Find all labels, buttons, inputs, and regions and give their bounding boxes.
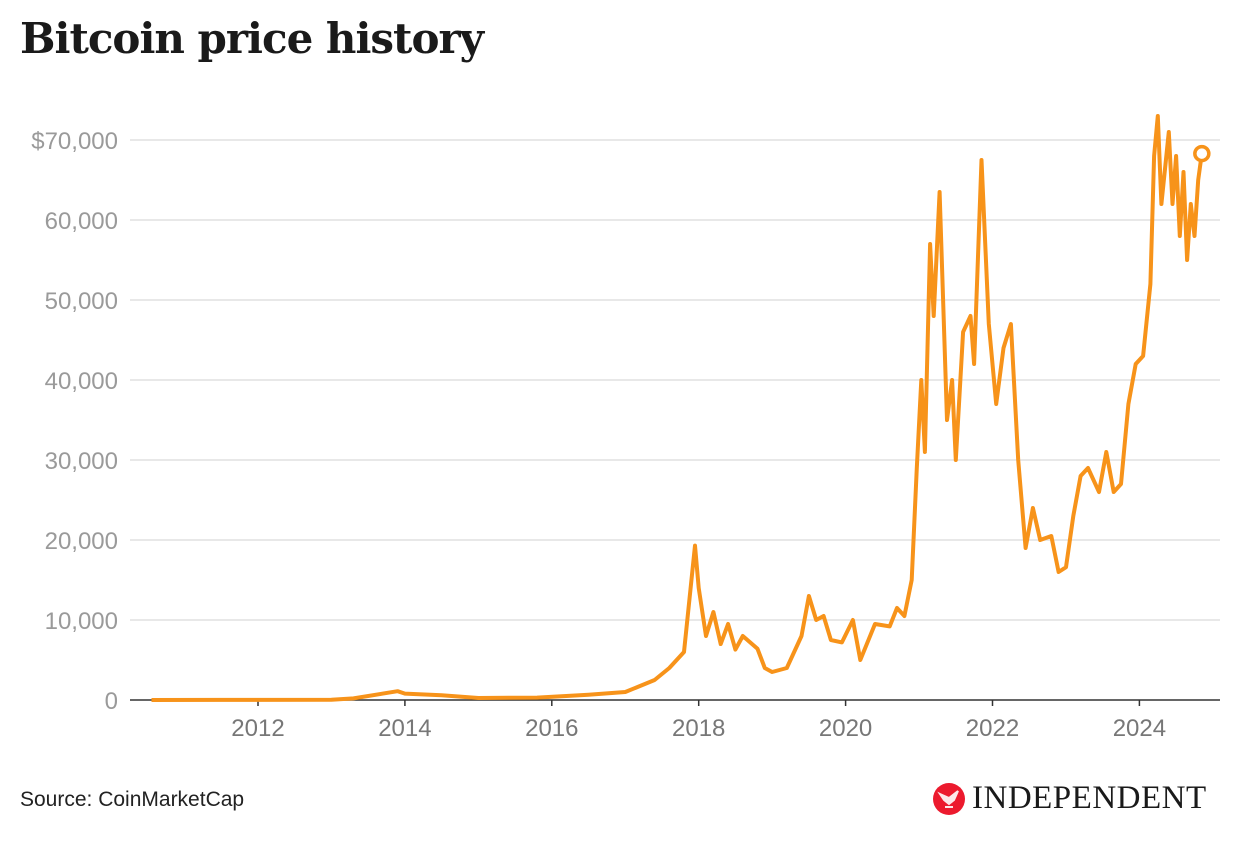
x-tick-label: 2012 — [231, 715, 284, 742]
y-tick-label: 0 — [105, 688, 118, 715]
y-tick-label: 60,000 — [45, 208, 118, 235]
y-tick-label: $70,000 — [31, 128, 118, 155]
source-note: Source: CoinMarketCap — [20, 788, 245, 811]
price-line — [151, 114, 1204, 702]
eagle-logo-icon — [933, 782, 965, 815]
x-tick-label: 2014 — [378, 715, 431, 742]
latest-price-marker — [1193, 144, 1211, 163]
independent-logo: INDEPENDENT — [932, 780, 1207, 817]
logo-text: INDEPENDENT — [972, 780, 1207, 816]
x-tick-label: 2022 — [966, 715, 1019, 742]
x-tick-label: 2016 — [525, 715, 578, 742]
y-tick-label: 10,000 — [45, 608, 118, 635]
x-tick-label: 2018 — [672, 715, 725, 742]
x-tick-label: 2020 — [819, 715, 872, 742]
chart-title: Bitcoin price history — [20, 14, 484, 63]
y-tick-label: 40,000 — [45, 368, 118, 395]
y-tick-label: 50,000 — [45, 288, 118, 315]
y-tick-label: 20,000 — [45, 528, 118, 555]
x-tick-label: 2024 — [1113, 715, 1166, 742]
y-tick-label: 30,000 — [45, 448, 118, 475]
